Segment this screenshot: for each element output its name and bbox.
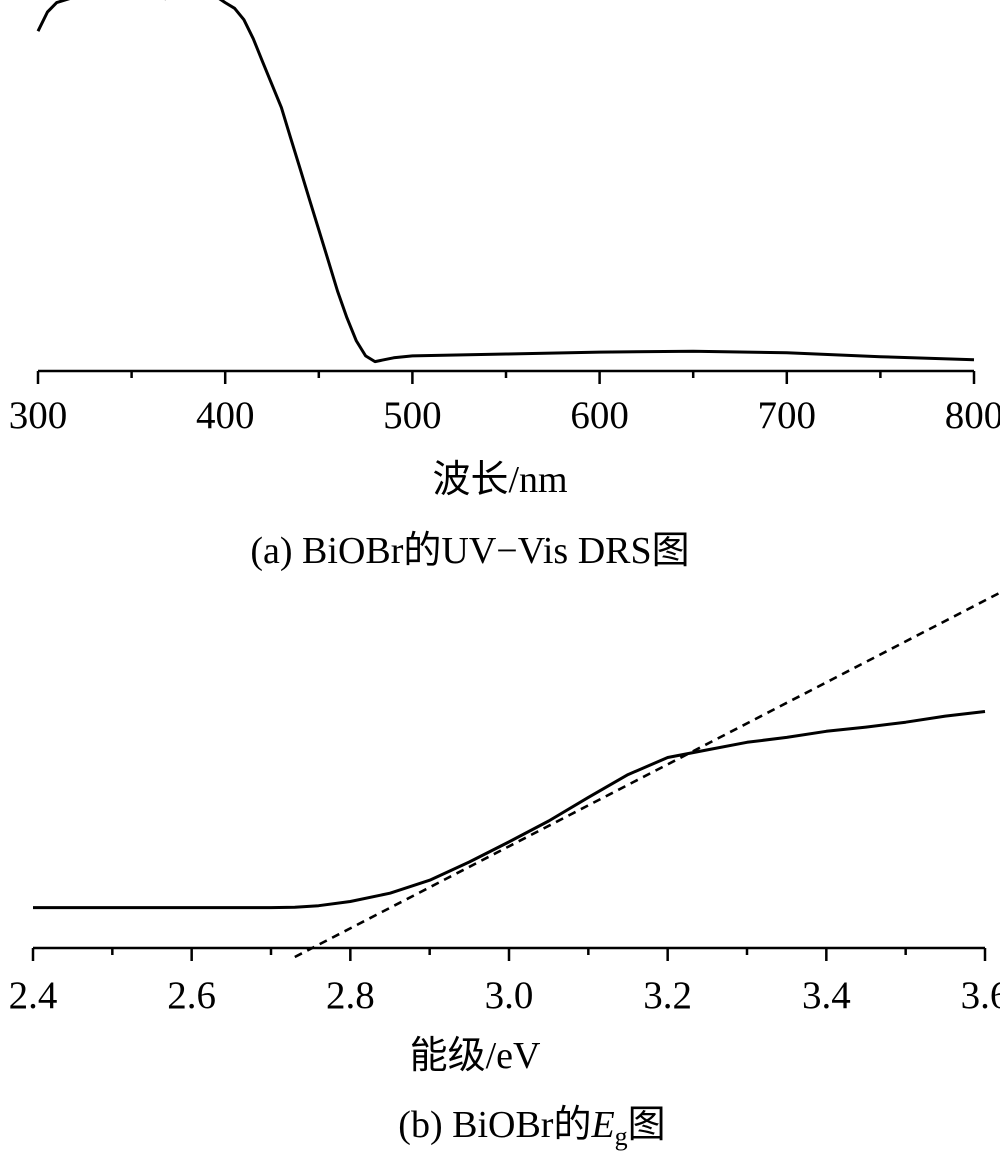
panel-b-bandgap: 2.4 2.6 2.8 3.0 3.2 3.4 3.6 能级/eV (b) BiOBr的Eg… xyxy=(9,591,1000,1151)
panel-b-x-tick-label: 3.6 xyxy=(961,974,1000,1017)
panel-b-x-tick-label: 2.4 xyxy=(9,974,58,1017)
panel-b-caption-suffix: 图 xyxy=(628,1104,666,1146)
panel-b-caption-subscript: g xyxy=(615,1122,628,1151)
panel-a-x-tick-label: 700 xyxy=(758,394,817,437)
panel-a-x-axis-title: 波长/nm xyxy=(432,459,567,501)
panel-b-caption-prefix: (b) BiOBr的 xyxy=(398,1104,591,1146)
panel-a-x-tick-label: 300 xyxy=(9,394,68,437)
panel-a-x-tick-label: 400 xyxy=(196,394,255,437)
panel-b-x-tick-label: 3.4 xyxy=(802,974,851,1017)
panel-b-caption: (b) BiOBr的Eg图 xyxy=(398,1104,665,1151)
panel-b-x-tick-label: 2.8 xyxy=(326,974,375,1017)
panel-a-uv-vis-drs: 300 400 500 600 700 800 波长/nm (a) BiOBr的UV−Vi… xyxy=(9,0,1000,572)
panel-a-plot-area xyxy=(36,0,975,364)
panel-a-x-tick-label: 500 xyxy=(383,394,442,437)
panel-b-x-tick-label: 2.6 xyxy=(167,974,216,1017)
panel-b-series-tangent-line xyxy=(294,591,1000,959)
panel-b-x-tick-label: 3.2 xyxy=(643,974,692,1017)
panel-b-caption-symbol: E xyxy=(590,1104,614,1146)
panel-a-caption: (a) BiOBr的UV−Vis DRS图 xyxy=(250,530,689,572)
panel-a-x-ticks: 300 400 500 600 700 800 xyxy=(9,371,1000,437)
panel-b-x-axis-title: 能级/eV xyxy=(410,1035,541,1077)
panel-b-x-ticks: 2.4 2.6 2.8 3.0 3.2 3.4 3.6 xyxy=(9,948,1000,1017)
panel-a-x-tick-label: 800 xyxy=(945,394,1000,437)
panel-b-series-curve xyxy=(33,710,986,910)
panel-b-x-tick-label: 3.0 xyxy=(485,974,534,1017)
panel-a-x-tick-label: 600 xyxy=(570,394,629,437)
panel-a-series-curve xyxy=(36,0,975,364)
panel-b-plot-area xyxy=(33,591,1000,959)
